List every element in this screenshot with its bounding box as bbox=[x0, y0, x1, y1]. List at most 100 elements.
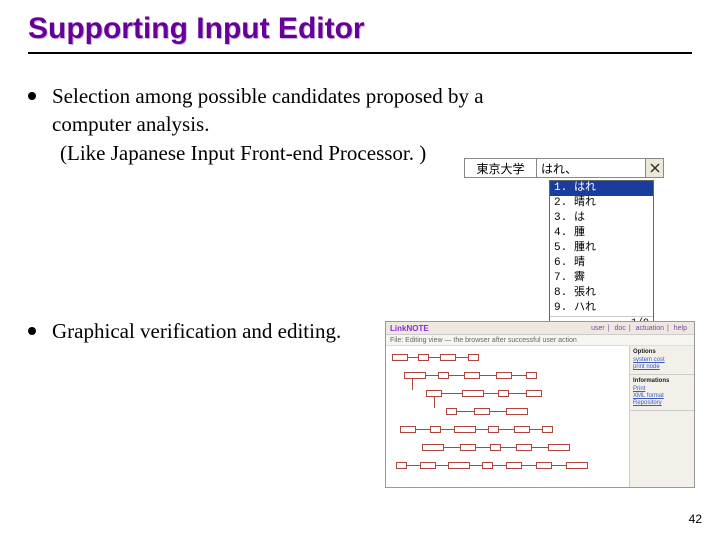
graph-menu[interactable]: user| doc| actuation| help bbox=[588, 325, 690, 332]
sidebar-panel-info: Informations Print XML format Repository bbox=[630, 375, 694, 411]
graph-edge bbox=[552, 465, 566, 466]
ime-candidate-label: 晴 bbox=[574, 256, 649, 271]
graph-edge bbox=[501, 447, 516, 448]
ime-candidate-index: 3. bbox=[554, 211, 574, 226]
graph-body: Options system cost print node Informati… bbox=[386, 346, 694, 487]
graph-node[interactable] bbox=[526, 372, 537, 379]
graph-node[interactable] bbox=[542, 426, 553, 433]
ime-candidate-index: 6. bbox=[554, 256, 574, 271]
graph-edge bbox=[480, 375, 496, 376]
graph-canvas[interactable] bbox=[386, 346, 630, 487]
ime-candidate-label: 腫れ bbox=[574, 241, 649, 256]
graph-edge bbox=[407, 465, 420, 466]
graph-node[interactable] bbox=[422, 444, 444, 451]
graph-node[interactable] bbox=[566, 462, 588, 469]
graph-node[interactable] bbox=[392, 354, 408, 361]
slide: Supporting Input Editor Selection among … bbox=[0, 0, 720, 540]
graph-node[interactable] bbox=[400, 426, 416, 433]
ime-candidate-item[interactable]: 4.腫 bbox=[550, 226, 653, 241]
panel-title: Informations bbox=[633, 378, 691, 384]
graph-edge bbox=[456, 357, 468, 358]
ime-current-candidate: はれ、 bbox=[537, 159, 645, 177]
graph-edge bbox=[416, 429, 430, 430]
graph-node[interactable] bbox=[462, 390, 484, 397]
graph-node[interactable] bbox=[404, 372, 426, 379]
graph-node[interactable] bbox=[430, 426, 441, 433]
bullet-1-line1: Selection among possible candidates prop… bbox=[52, 84, 484, 108]
graph-node[interactable] bbox=[536, 462, 552, 469]
ime-candidate-index: 9. bbox=[554, 301, 574, 316]
ime-source-text: 東京大学 bbox=[465, 159, 537, 177]
graph-node[interactable] bbox=[506, 408, 528, 415]
graph-edge bbox=[457, 411, 474, 412]
graph-node[interactable] bbox=[490, 444, 501, 451]
graph-edge bbox=[493, 465, 506, 466]
graph-edge bbox=[442, 393, 462, 394]
ime-candidate-item[interactable]: 5.腫れ bbox=[550, 241, 653, 256]
graph-node[interactable] bbox=[498, 390, 509, 397]
ime-candidate-list[interactable]: 1.はれ2.晴れ3.は4.腫5.腫れ6.晴7.霽8.張れ9.ハれ1/9 bbox=[549, 180, 654, 330]
graph-node[interactable] bbox=[516, 444, 532, 451]
graph-edge bbox=[408, 357, 418, 358]
ime-candidate-item[interactable]: 9.ハれ bbox=[550, 301, 653, 316]
graph-node[interactable] bbox=[460, 444, 476, 451]
ime-candidate-item[interactable]: 8.張れ bbox=[550, 286, 653, 301]
graph-edge bbox=[434, 397, 435, 408]
ime-inline-bar: 東京大学 はれ、 bbox=[464, 158, 664, 178]
graph-node[interactable] bbox=[448, 462, 470, 469]
graph-editor-screenshot: LinkNOTE user| doc| actuation| help File… bbox=[385, 321, 695, 488]
graph-node[interactable] bbox=[548, 444, 570, 451]
graph-node[interactable] bbox=[464, 372, 480, 379]
menu-act[interactable]: actuation bbox=[636, 325, 664, 332]
ime-candidate-item[interactable]: 6.晴 bbox=[550, 256, 653, 271]
ime-candidate-index: 7. bbox=[554, 271, 574, 286]
page-number: 42 bbox=[689, 512, 702, 526]
graph-edge bbox=[509, 393, 526, 394]
graph-edge bbox=[476, 447, 490, 448]
panel-link[interactable]: system cost bbox=[633, 357, 691, 363]
panel-link[interactable]: Print bbox=[633, 386, 691, 392]
menu-user[interactable]: user bbox=[591, 325, 605, 332]
panel-link[interactable]: print node bbox=[633, 364, 691, 370]
ime-candidate-index: 2. bbox=[554, 196, 574, 211]
ime-candidate-label: ハれ bbox=[574, 301, 649, 316]
close-icon bbox=[650, 163, 660, 173]
graph-node[interactable] bbox=[396, 462, 407, 469]
menu-doc[interactable]: doc bbox=[615, 325, 626, 332]
graph-edge bbox=[449, 375, 464, 376]
ime-candidate-item[interactable]: 3.は bbox=[550, 211, 653, 226]
graph-header: LinkNOTE user| doc| actuation| help bbox=[386, 322, 694, 335]
graph-node[interactable] bbox=[420, 462, 436, 469]
graph-node[interactable] bbox=[474, 408, 490, 415]
graph-edge bbox=[426, 375, 438, 376]
bullet-dot-icon bbox=[28, 327, 36, 335]
graph-node[interactable] bbox=[468, 354, 479, 361]
bullet-text: Selection among possible candidates prop… bbox=[52, 82, 484, 167]
graph-node[interactable] bbox=[496, 372, 512, 379]
panel-link[interactable]: XML format bbox=[633, 393, 691, 399]
panel-link[interactable]: Repository bbox=[633, 400, 691, 406]
graph-node[interactable] bbox=[506, 462, 522, 469]
panel-title: Options bbox=[633, 349, 691, 355]
graph-node[interactable] bbox=[488, 426, 499, 433]
graph-sidebar: Options system cost print node Informati… bbox=[630, 346, 694, 487]
bullet-1-line2: computer analysis. bbox=[52, 112, 209, 136]
graph-node[interactable] bbox=[440, 354, 456, 361]
graph-node[interactable] bbox=[514, 426, 530, 433]
ime-candidate-item[interactable]: 7.霽 bbox=[550, 271, 653, 286]
graph-edge bbox=[441, 429, 454, 430]
ime-candidate-item[interactable]: 2.晴れ bbox=[550, 196, 653, 211]
menu-help[interactable]: help bbox=[674, 325, 687, 332]
graph-node[interactable] bbox=[454, 426, 476, 433]
graph-node[interactable] bbox=[526, 390, 542, 397]
graph-node[interactable] bbox=[438, 372, 449, 379]
graph-node[interactable] bbox=[482, 462, 493, 469]
graph-node[interactable] bbox=[426, 390, 442, 397]
graph-node[interactable] bbox=[418, 354, 429, 361]
graph-edge bbox=[512, 375, 526, 376]
bullet-list: Selection among possible candidates prop… bbox=[28, 82, 692, 167]
bullet-1: Selection among possible candidates prop… bbox=[28, 82, 692, 167]
ime-candidate-item[interactable]: 1.はれ bbox=[550, 181, 653, 196]
graph-node[interactable] bbox=[446, 408, 457, 415]
ime-close-button[interactable] bbox=[645, 159, 663, 177]
